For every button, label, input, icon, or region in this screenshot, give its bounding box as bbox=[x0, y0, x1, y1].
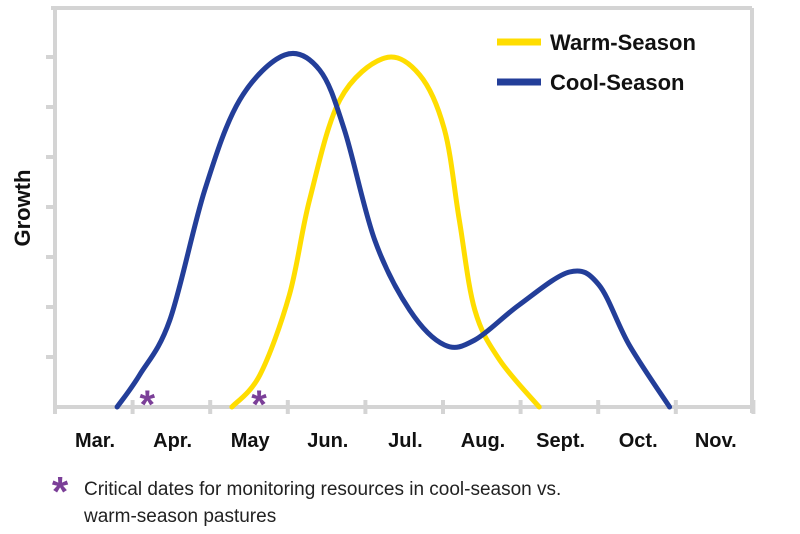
legend-label-cool: Cool-Season bbox=[550, 70, 684, 95]
legend-label-warm: Warm-Season bbox=[550, 30, 696, 55]
footnote-line-1: Critical dates for monitoring resources … bbox=[84, 479, 561, 500]
x-tick-label: Jun. bbox=[307, 430, 348, 452]
x-tick-labels: Mar. Apr. May Jun. Jul. Aug. Sept. Oct. Nov. bbox=[75, 430, 737, 452]
x-tick-label: Jul. bbox=[388, 430, 422, 452]
x-tick-label: Sept. bbox=[536, 430, 585, 452]
critical-date-asterisk-icon: * bbox=[140, 383, 156, 427]
axes bbox=[46, 6, 756, 414]
x-tick-label: May bbox=[231, 430, 271, 452]
critical-date-asterisk-icon: * bbox=[251, 383, 267, 427]
series-lines bbox=[114, 50, 673, 410]
markers: * * bbox=[140, 383, 268, 427]
x-tick-label: Apr. bbox=[153, 430, 192, 452]
x-tick-label: Oct. bbox=[619, 430, 658, 452]
x-tick-label: Aug. bbox=[461, 430, 505, 452]
footnote-line-2: warm-season pastures bbox=[83, 506, 276, 527]
footnote-asterisk-icon: * bbox=[52, 468, 69, 515]
x-tick-label: Mar. bbox=[75, 430, 115, 452]
y-axis-label: Growth bbox=[10, 170, 35, 247]
series-line-warm-season bbox=[229, 54, 542, 410]
x-tick-label: Nov. bbox=[695, 430, 737, 452]
legend: Warm-Season Cool-Season bbox=[497, 30, 696, 95]
footnote: * Critical dates for monitoring resource… bbox=[52, 468, 561, 527]
series-line-cool-season bbox=[114, 50, 673, 410]
